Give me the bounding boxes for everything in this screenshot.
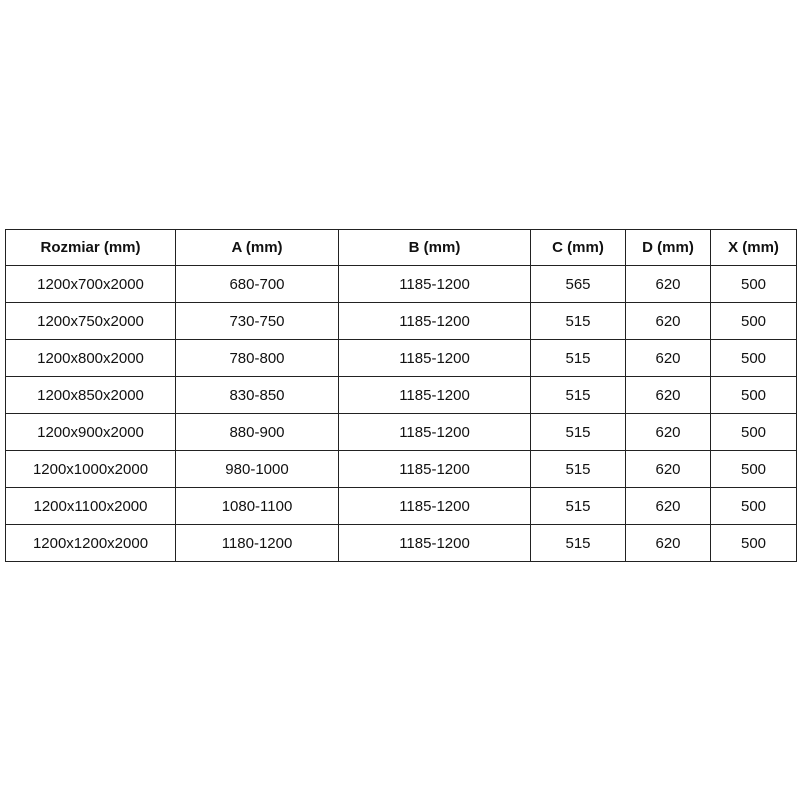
table-cell: 500 (710, 450, 797, 488)
table-cell: 680-700 (175, 265, 339, 303)
table-cell: 1185-1200 (338, 265, 531, 303)
table-cell: 1200x1000x2000 (5, 450, 176, 488)
table-cell: 515 (530, 487, 626, 525)
table-row: 1200x750x2000 730-750 1185-1200 515 620 500 (5, 302, 797, 340)
table-cell: 500 (710, 265, 797, 303)
table-cell: 500 (710, 487, 797, 525)
table-row: 1200x1100x2000 1080-1100 1185-1200 515 620 50… (5, 487, 797, 525)
table-cell: 1180-1200 (175, 524, 339, 562)
table-cell: 515 (530, 450, 626, 488)
table-cell: 1200x1100x2000 (5, 487, 176, 525)
table-cell: 620 (625, 487, 711, 525)
table-cell: 880-900 (175, 413, 339, 451)
table-row: 1200x1200x2000 1180-1200 1185-1200 515 620 50… (5, 524, 797, 562)
table-cell: 500 (710, 524, 797, 562)
column-header: X (mm) (710, 229, 797, 266)
column-header: A (mm) (175, 229, 339, 266)
table-cell: 1185-1200 (338, 376, 531, 414)
column-header: D (mm) (625, 229, 711, 266)
table-cell: 1200x800x2000 (5, 339, 176, 377)
table-cell: 515 (530, 413, 626, 451)
table-cell: 1185-1200 (338, 339, 531, 377)
table-cell: 515 (530, 339, 626, 377)
table-cell: 500 (710, 339, 797, 377)
table-cell: 1185-1200 (338, 302, 531, 340)
table-body: 1200x700x2000 680-700 1185-1200 565 620 500 12… (5, 265, 797, 562)
table-cell: 515 (530, 302, 626, 340)
table-cell: 620 (625, 524, 711, 562)
table-row: 1200x700x2000 680-700 1185-1200 565 620 500 (5, 265, 797, 303)
table-cell: 1200x900x2000 (5, 413, 176, 451)
table-cell: 1200x850x2000 (5, 376, 176, 414)
table-cell: 620 (625, 413, 711, 451)
table-cell: 1200x700x2000 (5, 265, 176, 303)
table-cell: 730-750 (175, 302, 339, 340)
table-cell: 1185-1200 (338, 450, 531, 488)
table-cell: 500 (710, 376, 797, 414)
dimensions-table: Rozmiar (mm) A (mm) B (mm) C (mm) D (mm) X (m… (5, 229, 797, 562)
table-cell: 620 (625, 265, 711, 303)
table-cell: 620 (625, 376, 711, 414)
table-row: 1200x900x2000 880-900 1185-1200 515 620 500 (5, 413, 797, 451)
table-cell: 515 (530, 376, 626, 414)
table-cell: 515 (530, 524, 626, 562)
table-cell: 620 (625, 302, 711, 340)
column-header: Rozmiar (mm) (5, 229, 176, 266)
table-cell: 1200x750x2000 (5, 302, 176, 340)
table-cell: 1185-1200 (338, 413, 531, 451)
table-cell: 1185-1200 (338, 487, 531, 525)
table-cell: 620 (625, 339, 711, 377)
table-cell: 620 (625, 450, 711, 488)
table-row: 1200x800x2000 780-800 1185-1200 515 620 500 (5, 339, 797, 377)
table-header-row: Rozmiar (mm) A (mm) B (mm) C (mm) D (mm) X (m… (5, 229, 797, 266)
table-cell: 1200x1200x2000 (5, 524, 176, 562)
table-cell: 500 (710, 413, 797, 451)
table-cell: 1080-1100 (175, 487, 339, 525)
table-cell: 830-850 (175, 376, 339, 414)
table-cell: 980-1000 (175, 450, 339, 488)
column-header: B (mm) (338, 229, 531, 266)
table-cell: 780-800 (175, 339, 339, 377)
table-row: 1200x1000x2000 980-1000 1185-1200 515 620 500 (5, 450, 797, 488)
table-cell: 1185-1200 (338, 524, 531, 562)
table-cell: 500 (710, 302, 797, 340)
column-header: C (mm) (530, 229, 626, 266)
table-row: 1200x850x2000 830-850 1185-1200 515 620 500 (5, 376, 797, 414)
table-cell: 565 (530, 265, 626, 303)
